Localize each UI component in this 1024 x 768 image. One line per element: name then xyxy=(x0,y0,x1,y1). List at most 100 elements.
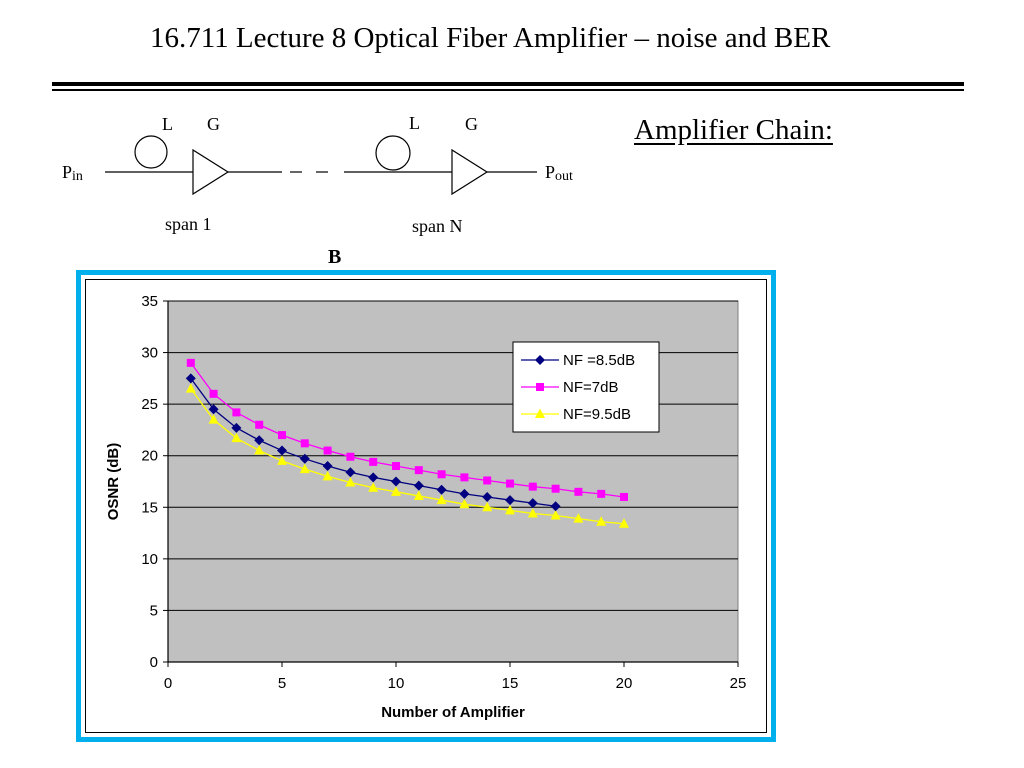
p-in-label: Pin xyxy=(62,162,83,184)
data-point-2-1 xyxy=(208,414,219,424)
amplifier-triangle-spanN xyxy=(451,148,489,196)
series-2 xyxy=(185,383,629,528)
data-point-0-16 xyxy=(550,501,561,512)
x-axis-title: Number of Amplifier xyxy=(381,704,525,721)
figure-label: B xyxy=(328,246,342,268)
data-point-2-7 xyxy=(345,477,356,487)
y-tick-label-35: 35 xyxy=(141,293,158,310)
x-tick-label-20: 20 xyxy=(616,675,633,692)
data-point-2-17 xyxy=(573,513,584,523)
fiber-loss-coil-span1 xyxy=(134,135,168,169)
data-point-2-14 xyxy=(505,504,515,515)
series-0 xyxy=(185,373,561,512)
data-point-2-8 xyxy=(368,482,379,492)
gain-label-spanN: G xyxy=(465,114,478,134)
data-point-2-4 xyxy=(277,455,287,465)
legend-label-0: NF =8.5dB xyxy=(563,352,635,369)
legend: NF =8.5dB NF=7dB NF=9.5dB xyxy=(512,341,660,433)
data-point-0-8 xyxy=(368,472,379,483)
data-point-2-5 xyxy=(299,463,310,474)
data-point-0-3 xyxy=(254,435,265,446)
data-point-1-12 xyxy=(460,473,469,482)
legend-label-2: NF=9.5dB xyxy=(563,406,631,423)
data-point-2-3 xyxy=(254,445,265,455)
amplifier-triangle-span1 xyxy=(192,148,230,196)
data-point-2-6 xyxy=(322,470,333,481)
legend-marker-2 xyxy=(535,408,545,418)
section-heading: Amplifier Chain: xyxy=(634,114,833,146)
data-point-2-18 xyxy=(596,516,607,526)
series-line-2 xyxy=(190,388,625,525)
data-point-2-12 xyxy=(459,498,470,509)
data-point-1-2 xyxy=(232,408,241,417)
y-tick-label-25: 25 xyxy=(141,396,158,413)
data-point-0-1 xyxy=(208,404,219,415)
chart-inner-border xyxy=(85,279,767,733)
span1-label: span 1 xyxy=(165,214,212,234)
data-point-0-0 xyxy=(185,373,196,384)
data-point-0-4 xyxy=(277,445,287,456)
data-point-0-7 xyxy=(345,467,356,478)
legend-marker-1 xyxy=(536,383,544,391)
data-point-1-19 xyxy=(620,492,628,501)
y-tick-label-5: 5 xyxy=(150,602,158,619)
fiber-loss-coil-spanN xyxy=(375,135,411,171)
data-point-1-13 xyxy=(483,476,492,485)
data-point-1-3 xyxy=(255,420,264,429)
y-tick-label-0: 0 xyxy=(150,654,158,671)
data-point-1-6 xyxy=(323,446,332,455)
data-point-2-19 xyxy=(619,518,629,528)
data-point-1-10 xyxy=(414,466,423,475)
x-tick-label-25: 25 xyxy=(730,675,747,692)
y-tick-label-30: 30 xyxy=(141,345,158,362)
data-point-0-14 xyxy=(505,495,515,506)
data-point-2-15 xyxy=(527,507,538,518)
loss-label-span1: L xyxy=(162,114,173,134)
data-point-1-16 xyxy=(551,484,560,493)
spanN-label: span N xyxy=(412,216,463,236)
p-out-label: Pout xyxy=(545,162,573,184)
x-tick-label-0: 0 xyxy=(164,675,172,692)
legend-marker-0 xyxy=(535,355,545,365)
data-point-1-4 xyxy=(278,431,286,440)
y-tick-label-10: 10 xyxy=(141,551,158,568)
data-point-0-6 xyxy=(322,461,333,472)
amplifier-chain-diagram: Pin Pout L G span 1 L G span N xyxy=(62,113,573,236)
osnr-chart: 0 5 10 15 20 25 30 35 0 5 10 15 20 25 Number of Ampli… xyxy=(105,293,747,721)
data-point-2-11 xyxy=(436,494,447,505)
data-point-1-1 xyxy=(209,389,218,398)
data-point-1-11 xyxy=(437,470,446,479)
data-point-0-15 xyxy=(527,498,538,509)
x-tick-label-10: 10 xyxy=(388,675,405,692)
data-point-0-10 xyxy=(413,480,424,491)
chart-frame: 0 5 10 15 20 25 30 35 0 5 10 15 20 25 Number of Ampli… xyxy=(76,270,776,742)
series-1 xyxy=(186,358,628,501)
x-tick-label-5: 5 xyxy=(278,675,286,692)
y-tick-label-20: 20 xyxy=(141,448,158,465)
data-point-2-16 xyxy=(550,510,561,520)
data-point-0-5 xyxy=(299,453,310,464)
data-point-0-2 xyxy=(231,422,242,433)
title-rule-thin xyxy=(52,89,964,91)
data-point-0-9 xyxy=(391,476,401,487)
data-point-2-10 xyxy=(413,490,424,500)
data-point-0-11 xyxy=(436,484,447,495)
data-point-1-8 xyxy=(369,457,378,466)
data-point-1-5 xyxy=(300,439,309,448)
slide-title: 16.711 Lecture 8 Optical Fiber Amplifier… xyxy=(150,22,831,54)
data-point-1-14 xyxy=(506,479,514,488)
data-point-1-9 xyxy=(392,462,400,471)
data-point-0-12 xyxy=(459,488,470,499)
data-point-1-17 xyxy=(574,487,583,496)
data-point-1-18 xyxy=(597,489,606,498)
data-point-2-13 xyxy=(482,501,493,512)
gain-label-span1: G xyxy=(207,114,220,134)
loss-label-spanN: L xyxy=(409,113,420,133)
title-rule-thick xyxy=(52,82,964,86)
data-point-1-15 xyxy=(528,482,537,491)
data-point-0-13 xyxy=(482,491,493,502)
data-point-2-2 xyxy=(231,432,242,443)
y-tick-label-15: 15 xyxy=(141,499,158,516)
x-tick-label-15: 15 xyxy=(502,675,519,692)
data-point-2-9 xyxy=(391,486,401,496)
